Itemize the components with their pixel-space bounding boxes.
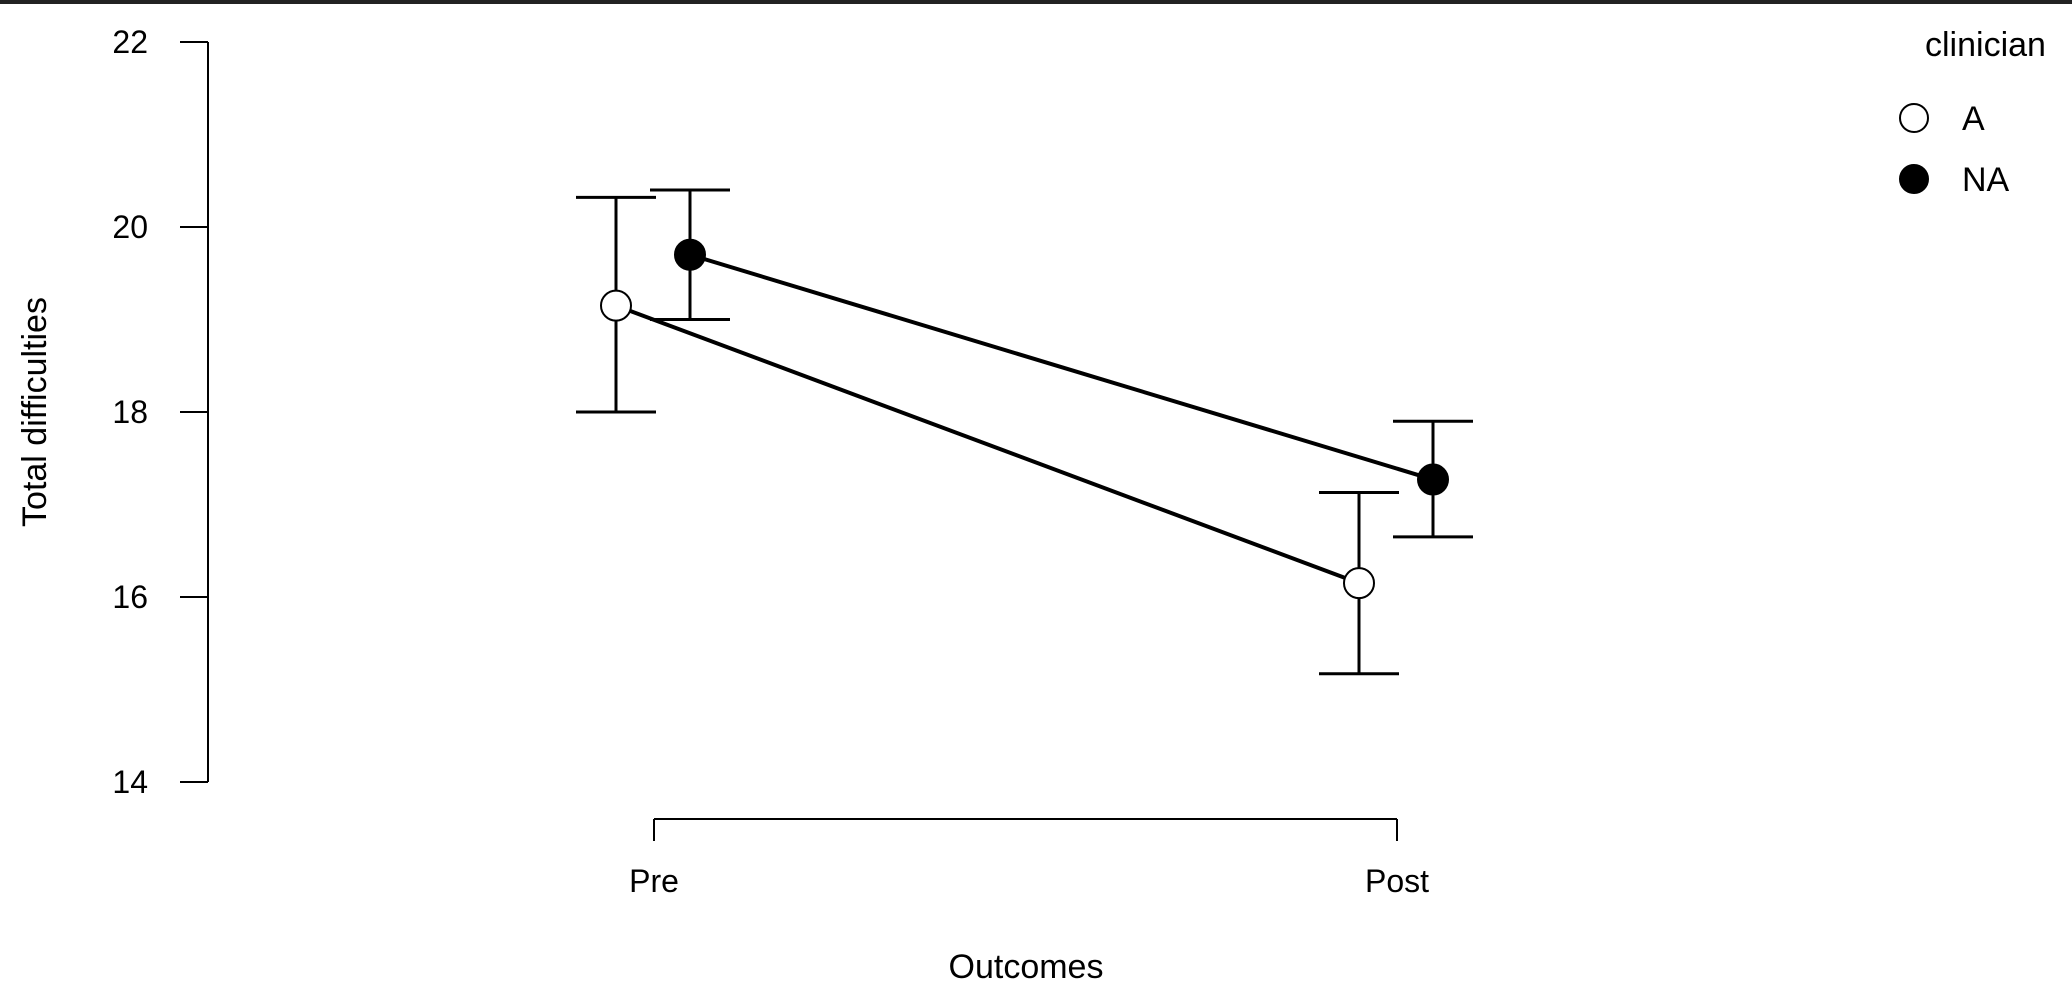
legend-label-na: NA bbox=[1962, 161, 2010, 199]
legend: clinician A NA bbox=[1899, 26, 2046, 199]
legend-marker-na bbox=[1899, 164, 1929, 194]
y-tick-label-20: 20 bbox=[112, 209, 148, 245]
x-axis: Pre Post bbox=[629, 818, 1429, 899]
series-line-na bbox=[689, 252, 1434, 482]
x-axis-title: Outcomes bbox=[949, 948, 1104, 986]
y-tick-label-14: 14 bbox=[112, 764, 148, 800]
point-na-post bbox=[1417, 463, 1449, 496]
legend-label-a: A bbox=[1962, 100, 1985, 138]
plot-area bbox=[576, 188, 1473, 676]
y-tick-label-18: 18 bbox=[112, 394, 148, 430]
x-tick-label-post: Post bbox=[1365, 863, 1429, 899]
legend-title: clinician bbox=[1925, 26, 2046, 64]
x-tick-label-pre: Pre bbox=[629, 863, 679, 899]
y-axis: 14 16 18 20 22 bbox=[112, 24, 209, 800]
series-lines bbox=[615, 252, 1434, 585]
point-a-post bbox=[1343, 567, 1375, 600]
point-a-pre bbox=[600, 289, 632, 322]
top-border bbox=[0, 0, 2072, 4]
y-tick-label-22: 22 bbox=[112, 24, 148, 60]
data-points bbox=[600, 238, 1449, 600]
point-na-pre bbox=[674, 238, 706, 271]
y-axis-title: Total difficulties bbox=[16, 297, 54, 527]
series-line-a bbox=[615, 303, 1360, 585]
y-tick-label-16: 16 bbox=[112, 579, 148, 615]
legend-marker-a bbox=[1899, 103, 1929, 133]
